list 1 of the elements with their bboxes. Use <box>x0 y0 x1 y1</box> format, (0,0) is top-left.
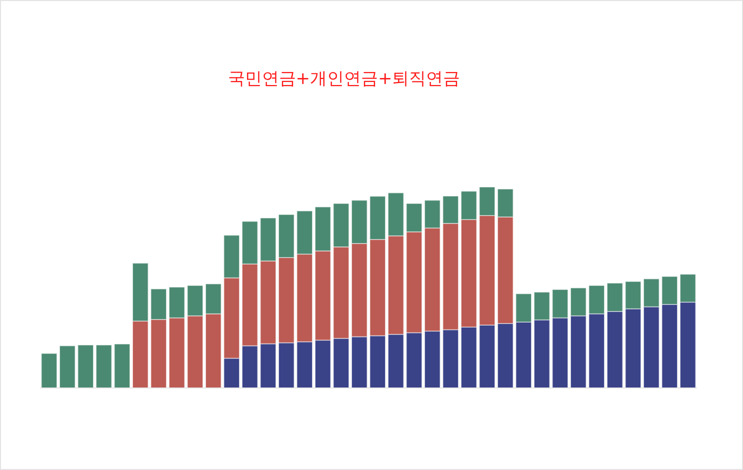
chart-title: 국민연금+개인연금+퇴직연금 <box>228 69 460 89</box>
